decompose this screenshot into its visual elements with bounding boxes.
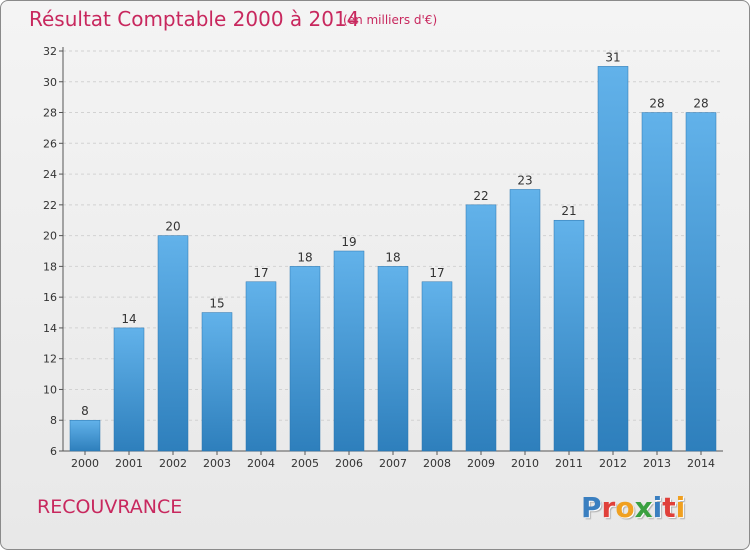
x-tick-label: 2009	[467, 457, 495, 470]
proxiti-logo[interactable]: Proxiti	[581, 491, 685, 524]
x-tick-label: 2011	[555, 457, 583, 470]
data-label: 19	[341, 235, 356, 249]
data-label: 21	[561, 204, 576, 218]
y-tick-label: 6	[50, 445, 57, 458]
x-tick-label: 2008	[423, 457, 451, 470]
x-tick-label: 2012	[599, 457, 627, 470]
data-label: 17	[429, 266, 444, 280]
data-label: 23	[517, 173, 532, 187]
bars	[69, 66, 717, 452]
x-tick-label: 2005	[291, 457, 319, 470]
y-tick-label: 22	[43, 199, 57, 212]
data-label: 15	[209, 297, 224, 311]
data-label: 14	[121, 312, 136, 326]
bar-2006[interactable]	[333, 250, 365, 452]
y-tick-label: 28	[43, 107, 57, 120]
bar-2014[interactable]	[685, 112, 717, 452]
x-tick-label: 2013	[643, 457, 671, 470]
y-tick-label: 18	[43, 260, 57, 273]
bar-2000[interactable]	[69, 419, 101, 452]
bar-2003[interactable]	[201, 312, 233, 452]
data-label: 18	[385, 250, 400, 264]
bar-2012[interactable]	[597, 66, 629, 452]
x-tick-label: 2002	[159, 457, 187, 470]
labels: 8 14 20 15 17 18 19 18 17 22 23 21 31 28 28	[81, 50, 708, 418]
x-tick-label: 2000	[71, 457, 99, 470]
y-tick-label: 12	[43, 353, 57, 366]
data-label: 31	[605, 50, 620, 64]
logo-letter: x	[634, 491, 653, 524]
y-tick-label: 32	[43, 45, 57, 58]
x-tick-label: 2007	[379, 457, 407, 470]
y-tick-label: 30	[43, 76, 57, 89]
x-tick-label: 2001	[115, 457, 143, 470]
logo-letter: i	[652, 491, 663, 524]
bar-2013[interactable]	[641, 112, 673, 452]
x-tick-label: 2004	[247, 457, 275, 470]
data-label: 17	[253, 266, 268, 280]
bar-2001[interactable]	[113, 327, 145, 452]
data-label: 28	[649, 97, 664, 111]
data-label: 28	[693, 97, 708, 111]
x-tick-label: 2006	[335, 457, 363, 470]
x-tick-label: 2014	[687, 457, 715, 470]
data-label: 8	[81, 404, 89, 418]
data-label: 20	[165, 220, 180, 234]
chart-title: Résultat Comptable 2000 à 2014	[29, 7, 360, 31]
bar-2010[interactable]	[509, 189, 541, 452]
logo-letter: t	[662, 491, 676, 524]
bar-2005[interactable]	[289, 266, 321, 452]
y-tick-label: 14	[43, 322, 57, 335]
logo-letter: r	[601, 491, 616, 524]
bar-2008[interactable]	[421, 281, 453, 452]
bar-2009[interactable]	[465, 204, 497, 452]
y-tick-label: 20	[43, 230, 57, 243]
logo-letter: o	[615, 491, 635, 524]
y-tick-label: 8	[50, 414, 57, 427]
chart-subtitle: (en milliers d'€)	[343, 13, 438, 27]
y-tick-label: 10	[43, 383, 57, 396]
y-tick-label: 26	[43, 137, 57, 150]
bar-2002[interactable]	[157, 235, 189, 452]
data-label: 22	[473, 189, 488, 203]
x-tick-label: 2003	[203, 457, 231, 470]
bar-2007[interactable]	[377, 266, 409, 452]
bar-2011[interactable]	[553, 219, 585, 452]
logo-letter: i	[675, 491, 686, 524]
commune-name: RECOUVRANCE	[37, 496, 183, 518]
logo-letter: P	[581, 491, 602, 524]
x-tick-label: 2010	[511, 457, 539, 470]
y-tick-label: 24	[43, 168, 57, 181]
bar-2004[interactable]	[245, 281, 277, 452]
y-tick-label: 16	[43, 291, 57, 304]
data-label: 18	[297, 250, 312, 264]
